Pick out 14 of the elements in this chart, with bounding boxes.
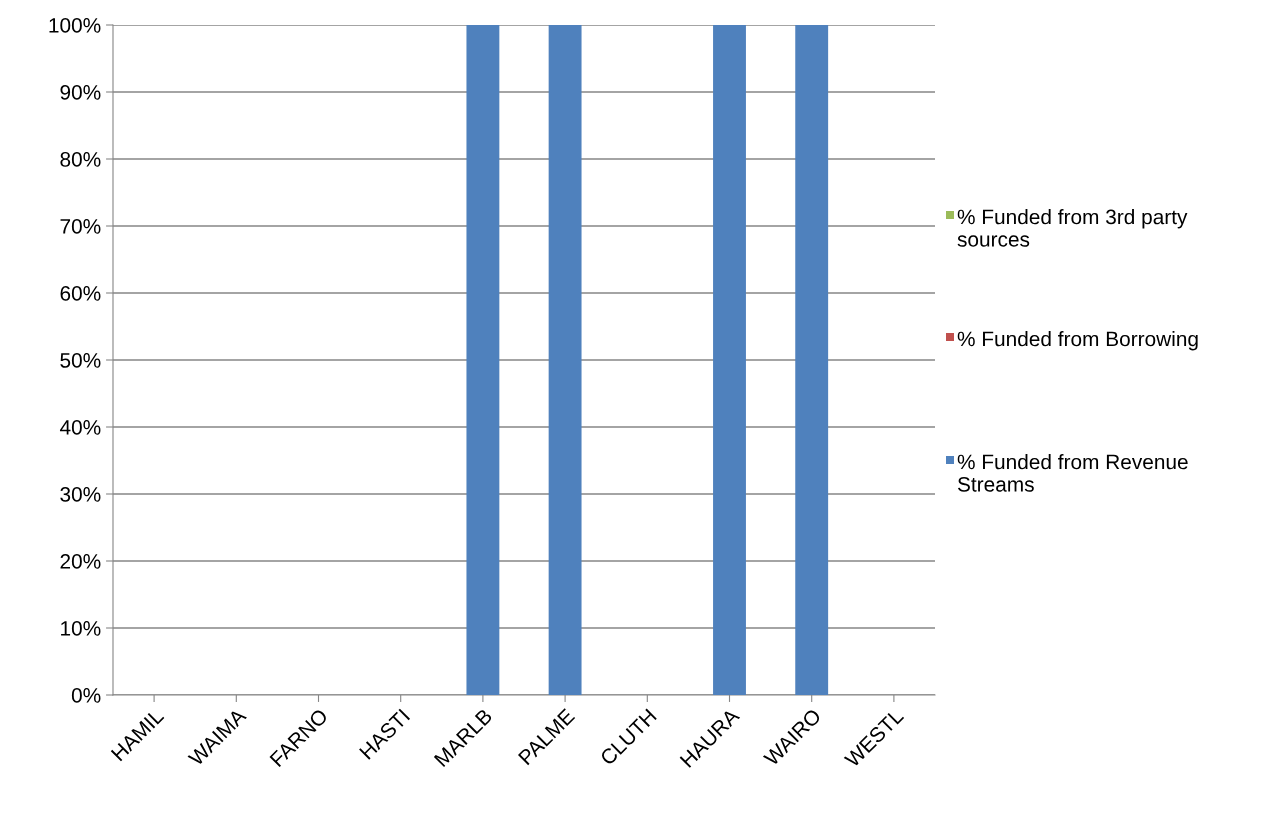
y-tick-label: 100% (49, 18, 101, 33)
y-tick-label: 80% (60, 152, 101, 167)
y-tick-label: 20% (60, 554, 101, 569)
legend-label: % Funded from Revenue Streams (957, 454, 1188, 492)
y-tick-label: 70% (60, 219, 101, 234)
legend-label: % Funded from Borrowing (957, 331, 1198, 351)
legend-label: % Funded from 3rd party sources (957, 209, 1188, 247)
y-tick-label: 10% (61, 621, 101, 636)
y-tick-label: 60% (60, 286, 101, 301)
y-tick-label: 30% (60, 487, 101, 502)
y-tick-label: 50% (60, 353, 101, 368)
y-tick-label: 90% (60, 85, 101, 100)
y-tick-label: 40% (59, 420, 101, 435)
y-tick-label: 0% (71, 688, 101, 703)
